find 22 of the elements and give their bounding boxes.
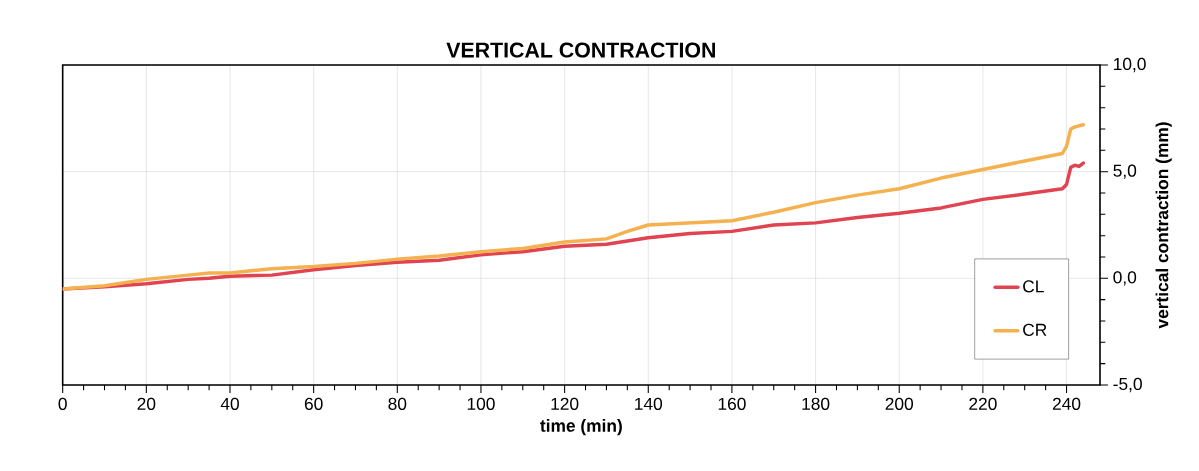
- x-tick-label: 140: [635, 397, 663, 410]
- x-tick-label: 180: [802, 397, 830, 410]
- x-tick-label: 240: [1052, 397, 1081, 410]
- x-axis-title: time (min): [540, 419, 622, 436]
- x-tick-label: 220: [969, 397, 997, 410]
- x-tick-label: 80: [388, 397, 407, 410]
- x-tick-label: 100: [467, 397, 495, 410]
- x-tick-label: 120: [551, 397, 579, 410]
- chart-title: VERTICAL CONTRACTION: [446, 42, 715, 58]
- x-tick-label: 160: [718, 397, 746, 410]
- y-tick-label: -5,0: [1113, 377, 1142, 393]
- y-tick-label: 5,0: [1113, 164, 1137, 179]
- y-tick-label: 0,0: [1113, 271, 1137, 286]
- x-tick-label: 60: [304, 397, 323, 410]
- y-tick-label: 10,0: [1114, 57, 1146, 73]
- y-axis-title: vertical contraction (mm): [1155, 122, 1172, 329]
- x-tick-label: 0: [58, 397, 67, 410]
- legend-label: CL: [1023, 280, 1044, 293]
- legend-label: CR: [1023, 323, 1047, 336]
- x-tick-label: 20: [137, 397, 156, 410]
- x-tick-label: 40: [220, 397, 239, 410]
- x-tick-label: 200: [885, 397, 914, 410]
